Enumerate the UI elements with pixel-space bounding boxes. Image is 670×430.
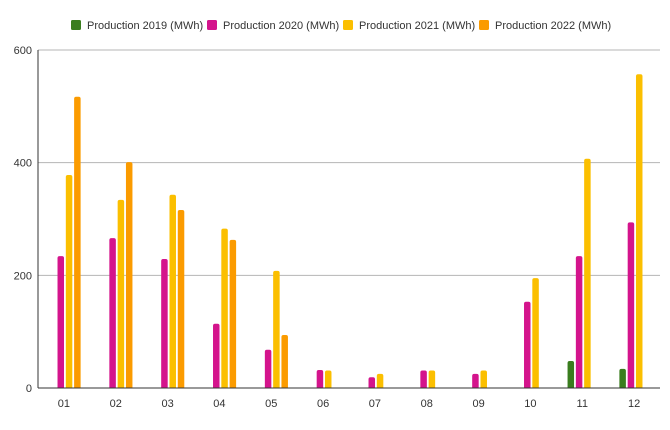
x-tick-label: 09 xyxy=(472,398,484,410)
bar-s0-11 xyxy=(567,360,575,388)
bar-s2-12 xyxy=(635,74,643,389)
y-tick-label: 600 xyxy=(14,45,32,57)
legend-label: Production 2019 (MWh) xyxy=(87,20,203,32)
chart-legend: Production 2019 (MWh) Production 2020 (MW… xyxy=(71,20,611,32)
bar-s2-05 xyxy=(273,270,280,388)
bar-s2-07 xyxy=(376,373,384,388)
legend-label: Production 2022 (MWh) xyxy=(495,20,611,32)
bar-s3-05 xyxy=(281,335,288,388)
legend-swatch xyxy=(71,20,81,30)
x-tick-label: 07 xyxy=(369,398,381,410)
bar-s1-01 xyxy=(57,256,65,388)
x-tick-label: 05 xyxy=(265,398,277,410)
bar-s1-02 xyxy=(109,238,116,388)
legend-swatch xyxy=(343,20,353,30)
legend-label: Production 2021 (MWh) xyxy=(359,20,475,32)
x-tick-label: 10 xyxy=(524,398,536,410)
bar-s1-05 xyxy=(264,349,272,388)
x-tick-label: 04 xyxy=(213,398,225,410)
bar-s3-02 xyxy=(125,162,133,388)
x-tick-label: 12 xyxy=(628,398,640,410)
bar-s2-08 xyxy=(428,370,436,388)
x-tick-label: 06 xyxy=(317,398,329,410)
bar-s1-11 xyxy=(575,256,583,388)
bar-s2-01 xyxy=(65,175,73,388)
bar-s2-03 xyxy=(169,194,176,388)
bar-s2-06 xyxy=(324,370,332,388)
bar-s1-12 xyxy=(627,222,635,388)
bar-s3-04 xyxy=(229,239,237,388)
x-tick-label: 02 xyxy=(110,398,122,410)
bar-s1-03 xyxy=(161,258,168,388)
bar-s1-10 xyxy=(524,301,531,388)
legend-label: Production 2020 (MWh) xyxy=(223,20,339,32)
gridlines xyxy=(38,49,660,276)
legend-swatch xyxy=(479,20,489,30)
x-tick-label: 03 xyxy=(161,398,173,410)
bar-s1-09 xyxy=(472,373,479,388)
x-tick-label: 11 xyxy=(577,398,588,410)
x-tick-label: 01 xyxy=(58,398,70,410)
bar-s2-10 xyxy=(532,278,539,388)
y-tick-label: 200 xyxy=(14,270,32,282)
axes: 0 200 400 600 01 02 03 04 05 06 07 08 09 10 11 12 xyxy=(14,45,660,410)
bar-s3-03 xyxy=(177,209,185,388)
bar-s3-01 xyxy=(74,96,81,389)
bar-s0-12 xyxy=(619,368,626,388)
bar-s1-07 xyxy=(368,377,376,388)
bar-s2-09 xyxy=(480,370,487,388)
y-tick-label: 0 xyxy=(26,383,32,395)
bars xyxy=(57,74,643,389)
bar-s2-02 xyxy=(117,199,125,388)
legend-swatch xyxy=(207,20,217,30)
bar-s2-11 xyxy=(584,158,591,388)
x-tick-label: 08 xyxy=(421,398,433,410)
bar-s1-08 xyxy=(420,370,427,388)
bar-s1-04 xyxy=(213,323,220,388)
bar-s2-04 xyxy=(221,228,228,388)
y-tick-label: 400 xyxy=(14,158,32,170)
bar-s1-06 xyxy=(316,369,324,388)
